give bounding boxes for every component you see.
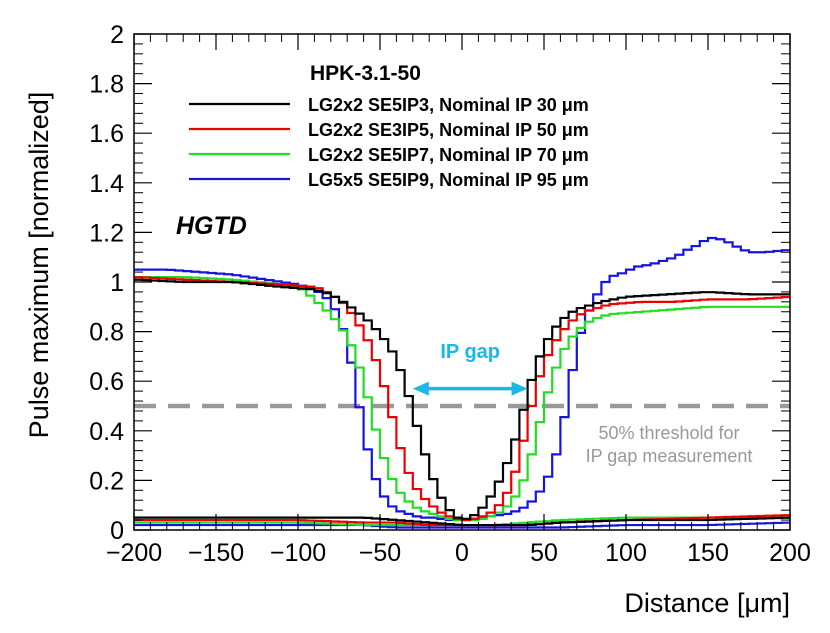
series-2-step (134, 275, 790, 522)
legend-label: LG5x5 SE5IP9, Nominal IP 95 μm (308, 170, 589, 190)
y-tick-label: 0.4 (89, 418, 124, 446)
y-tick-label: 2 (110, 21, 124, 49)
x-tick-label: −50 (359, 539, 401, 567)
x-tick-label: −150 (188, 539, 244, 567)
x-tick-label: 200 (769, 539, 811, 567)
chart-title: HPK-3.1-50 (310, 62, 421, 85)
y-tick-label: 0.6 (89, 368, 124, 396)
y-tick-label: 1 (110, 269, 124, 297)
threshold-label: 50% threshold for (598, 423, 739, 443)
y-tick-label: 1.6 (89, 120, 124, 148)
y-axis-label: Pulse maximum [normalized] (24, 92, 54, 439)
y-tick-label: 0.2 (89, 467, 124, 495)
y-tick-label: 1.4 (89, 170, 124, 198)
x-tick-label: 0 (455, 539, 469, 567)
x-tick-label: 100 (605, 539, 647, 567)
x-tick-label: 50 (530, 539, 558, 567)
series-0-step (134, 278, 790, 520)
x-tick-label: 150 (687, 539, 729, 567)
legend-label: LG2x2 SE5IP7, Nominal IP 70 μm (308, 145, 589, 165)
legend-label: LG2x2 SE3IP5, Nominal IP 50 μm (308, 120, 589, 140)
threshold-label: IP gap measurement (586, 446, 753, 466)
x-tick-label: −100 (270, 539, 326, 567)
ip-gap-arrowhead-left (412, 381, 429, 396)
series-1-step (134, 276, 790, 522)
ip-gap-label: IP gap (440, 341, 500, 363)
experiment-label: HGTD (176, 212, 247, 240)
x-axis-label: Distance [μm] (624, 588, 790, 618)
y-tick-label: 0.8 (89, 319, 124, 347)
x-tick-label: −200 (106, 539, 162, 567)
y-tick-label: 1.8 (89, 71, 124, 99)
ip-gap-arrowhead-right (511, 381, 528, 396)
series-3-baseline-step (134, 521, 790, 529)
y-tick-label: 0 (110, 517, 124, 545)
legend-label: LG2x2 SE5IP3, Nominal IP 30 μm (308, 95, 589, 115)
y-tick-label: 1.2 (89, 219, 124, 247)
